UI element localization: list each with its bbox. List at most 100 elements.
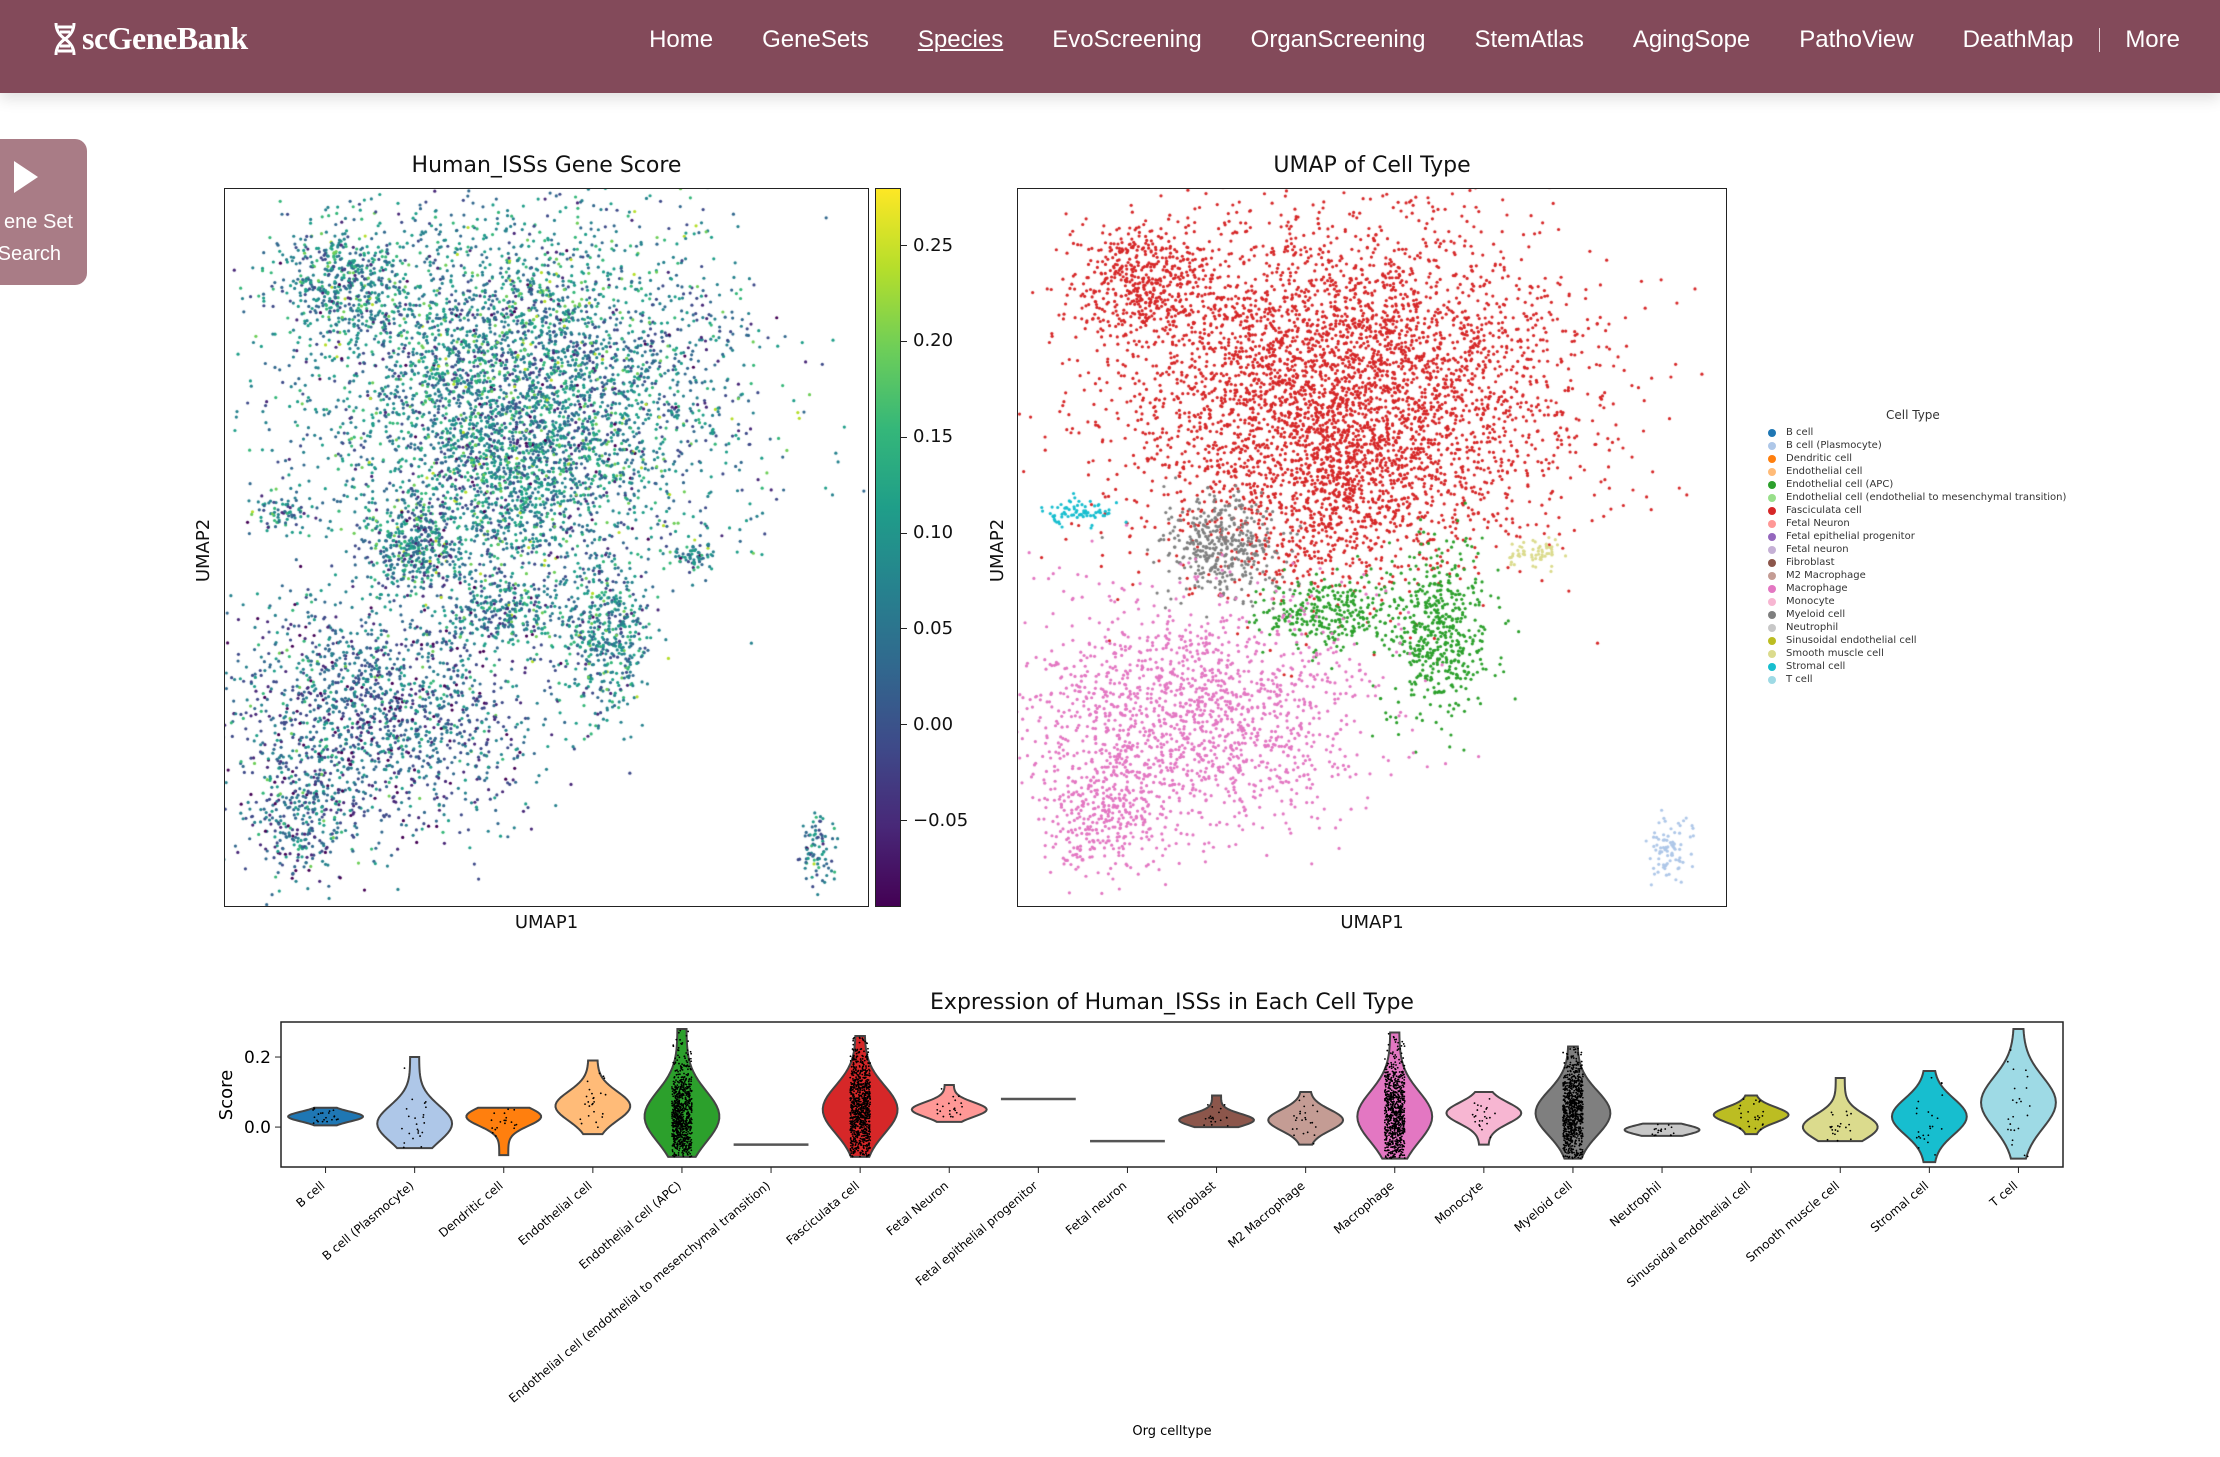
- strip-point: [861, 1089, 864, 1092]
- strip-point: [1578, 1071, 1581, 1073]
- strip-point: [866, 1103, 869, 1106]
- strip-point: [1471, 1113, 1474, 1116]
- strip-point: [674, 1094, 677, 1097]
- strip-point: [1387, 1118, 1390, 1121]
- strip-point: [1575, 1155, 1577, 1157]
- strip-point: [868, 1074, 871, 1077]
- strip-point: [587, 1115, 590, 1117]
- strip-point: [1573, 1156, 1576, 1159]
- strip-point: [1563, 1144, 1566, 1147]
- nav-agingsope[interactable]: AgingSope: [1632, 26, 1751, 53]
- legend-label: Fasciculata cell: [1786, 505, 1862, 516]
- strip-point: [1831, 1132, 1834, 1135]
- nav-stematlas[interactable]: StemAtlas: [1474, 26, 1584, 53]
- strip-point: [1565, 1118, 1568, 1121]
- strip-point: [865, 1148, 868, 1150]
- strip-point: [868, 1110, 870, 1112]
- violin-body: [1445, 1091, 1523, 1146]
- strip-point: [1400, 1074, 1403, 1077]
- nav-organscreening[interactable]: OrganScreening: [1250, 26, 1426, 53]
- strip-point: [862, 1092, 864, 1095]
- strip-point: [1577, 1113, 1580, 1116]
- strip-point: [853, 1136, 855, 1139]
- strip-point: [1569, 1107, 1572, 1110]
- strip-point: [1573, 1079, 1576, 1082]
- strip-point: [1566, 1155, 1569, 1158]
- strip-point: [499, 1120, 502, 1123]
- strip-point: [1562, 1117, 1565, 1120]
- logo[interactable]: scGeneBank: [52, 20, 248, 57]
- strip-point: [675, 1079, 677, 1082]
- legend-item: T cell: [1768, 673, 2066, 686]
- strip-point: [859, 1155, 861, 1158]
- strip-point: [505, 1116, 508, 1119]
- strip-point: [689, 1140, 691, 1143]
- strip-point: [862, 1082, 865, 1085]
- strip-point: [1568, 1104, 1571, 1107]
- strip-point: [1574, 1071, 1577, 1074]
- strip-point: [1581, 1127, 1584, 1130]
- strip-point: [1386, 1074, 1389, 1077]
- strip-point: [866, 1108, 869, 1111]
- strip-point: [854, 1150, 856, 1153]
- strip-point: [494, 1128, 497, 1131]
- gene-set-search-tab[interactable]: ene Set Search: [0, 139, 87, 285]
- strip-point: [1580, 1094, 1583, 1097]
- strip-point: [676, 1125, 679, 1128]
- strip-point: [419, 1135, 421, 1137]
- strip-point: [681, 1042, 684, 1044]
- nav-genesets[interactable]: GeneSets: [762, 26, 869, 53]
- strip-point: [678, 1099, 681, 1102]
- strip-point: [1391, 1127, 1394, 1130]
- strip-point: [681, 1109, 684, 1111]
- strip-point: [1395, 1064, 1397, 1066]
- strip-point: [690, 1060, 693, 1063]
- strip-point: [675, 1154, 678, 1156]
- strip-point: [1567, 1138, 1569, 1141]
- strip-point: [2009, 1123, 2012, 1125]
- nav-home[interactable]: Home: [649, 26, 714, 53]
- strip-point: [2011, 1143, 2013, 1146]
- strip-point: [867, 1127, 870, 1129]
- strip-point: [326, 1120, 328, 1123]
- strip-point: [1396, 1066, 1399, 1069]
- strip-point: [854, 1127, 857, 1130]
- nav-evoscreening[interactable]: EvoScreening: [1052, 26, 1202, 53]
- strip-point: [851, 1133, 854, 1136]
- strip-point: [1566, 1092, 1569, 1095]
- strip-point: [1573, 1133, 1576, 1136]
- nav-more[interactable]: More: [2125, 26, 2180, 53]
- strip-point: [1569, 1048, 1572, 1050]
- strip-point: [1397, 1128, 1400, 1131]
- strip-point: [859, 1077, 861, 1080]
- strip-point: [859, 1058, 862, 1060]
- strip-point: [1657, 1129, 1660, 1132]
- strip-point: [1390, 1067, 1393, 1070]
- strip-point: [865, 1155, 868, 1158]
- strip-point: [1568, 1106, 1570, 1108]
- strip-point: [1739, 1104, 1742, 1107]
- strip-point: [861, 1073, 864, 1076]
- nav-species[interactable]: Species: [917, 26, 1004, 53]
- strip-point: [1314, 1126, 1317, 1128]
- strip-point: [859, 1126, 862, 1129]
- strip-point: [1580, 1060, 1583, 1063]
- strip-point: [1387, 1078, 1390, 1081]
- strip-point: [1398, 1080, 1401, 1083]
- strip-point: [1309, 1121, 1312, 1124]
- strip-point: [1383, 1112, 1386, 1115]
- strip-point: [688, 1098, 691, 1101]
- strip-point: [1654, 1134, 1657, 1137]
- nav-pathoview[interactable]: PathoView: [1799, 26, 1914, 53]
- strip-point: [1395, 1071, 1398, 1074]
- strip-point: [1562, 1155, 1565, 1158]
- strip-point: [1403, 1045, 1406, 1048]
- nav-deathmap[interactable]: DeathMap: [1962, 26, 2074, 53]
- strip-point: [422, 1116, 425, 1118]
- legend-marker: [1768, 597, 1776, 606]
- strip-point: [1395, 1087, 1398, 1089]
- strip-point: [857, 1149, 859, 1152]
- strip-point: [678, 1079, 681, 1082]
- strip-point: [1395, 1111, 1398, 1113]
- strip-point: [1565, 1052, 1568, 1055]
